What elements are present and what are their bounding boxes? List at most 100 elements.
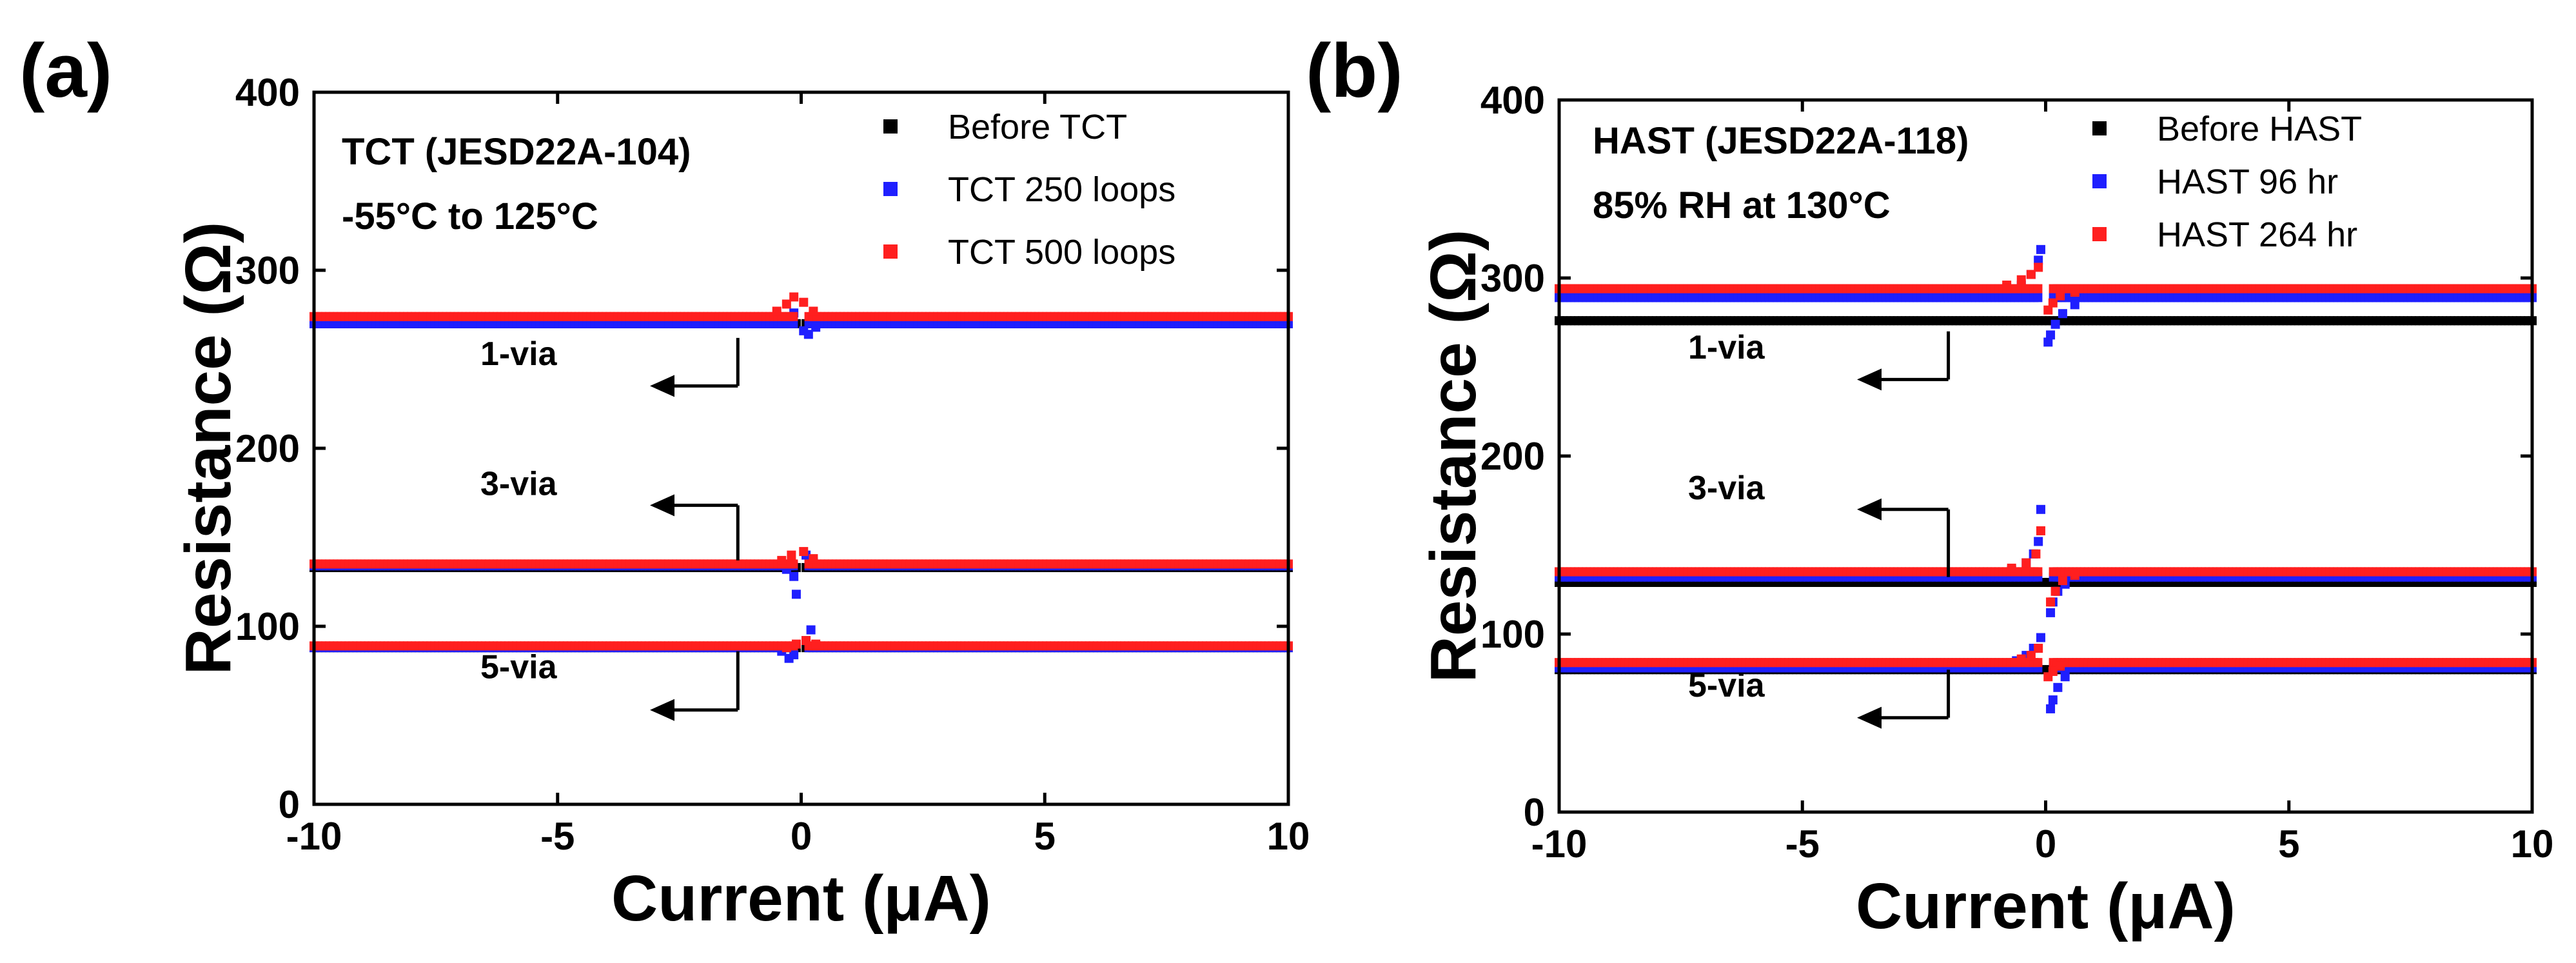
data-point bbox=[2026, 270, 2036, 279]
x-tick-label: -10 bbox=[286, 815, 342, 858]
via-arrow bbox=[1857, 498, 1951, 577]
data-point bbox=[787, 550, 796, 560]
data-point bbox=[2070, 300, 2079, 310]
data-point bbox=[777, 555, 787, 565]
data-point bbox=[806, 625, 816, 635]
data-point bbox=[799, 297, 809, 307]
x-tick-label: 5 bbox=[1034, 815, 1056, 858]
via-label: 5-via bbox=[1688, 667, 1765, 704]
data-point bbox=[789, 319, 798, 328]
data-point bbox=[811, 639, 821, 649]
via-label: 1-via bbox=[480, 335, 558, 373]
data-point bbox=[2050, 586, 2060, 596]
y-tick-label: 300 bbox=[1480, 257, 1545, 300]
x-tick-label: 10 bbox=[1267, 815, 1310, 858]
legend-marker bbox=[883, 182, 898, 196]
via-label: 3-via bbox=[480, 465, 558, 502]
data-point bbox=[2046, 704, 2056, 713]
data-point bbox=[2043, 305, 2053, 315]
data-point bbox=[2034, 644, 2043, 653]
data-point bbox=[789, 559, 798, 569]
data-point bbox=[2034, 537, 2043, 546]
data-point bbox=[2016, 275, 2026, 284]
data-point bbox=[791, 590, 801, 599]
y-tick-label: 200 bbox=[235, 427, 300, 470]
data-point bbox=[2036, 504, 2045, 514]
data-point bbox=[2070, 288, 2079, 297]
data-point bbox=[801, 636, 811, 646]
data-point bbox=[791, 639, 801, 649]
y-tick-label: 400 bbox=[1480, 79, 1545, 122]
data-point bbox=[789, 312, 798, 321]
data-point bbox=[2046, 330, 2056, 340]
arrow-head bbox=[650, 375, 674, 397]
series-2-points bbox=[310, 292, 1293, 653]
data-point bbox=[789, 292, 799, 302]
data-point bbox=[2036, 244, 2045, 254]
data-point bbox=[809, 306, 818, 316]
y-tick-label: 100 bbox=[1480, 613, 1545, 656]
data-point bbox=[803, 330, 813, 339]
via-label: 3-via bbox=[1688, 470, 1765, 507]
legend-marker bbox=[2092, 174, 2107, 188]
y-tick-label: 300 bbox=[235, 249, 300, 292]
data-point bbox=[2002, 281, 2012, 290]
data-point bbox=[2033, 658, 2043, 668]
data-point bbox=[2048, 298, 2058, 308]
arrow-head bbox=[1857, 498, 1882, 521]
data-point bbox=[2053, 682, 2063, 692]
data-point bbox=[2033, 284, 2043, 293]
legend-entry: Before HAST bbox=[2157, 110, 2362, 148]
y-tick-label: 0 bbox=[1524, 791, 1545, 834]
data-point bbox=[2026, 651, 2036, 660]
x-axis-title: Current (μA) bbox=[1856, 870, 2236, 942]
data-point bbox=[2033, 567, 2043, 577]
via-arrow bbox=[1857, 670, 1951, 729]
x-tick-label: 0 bbox=[2035, 822, 2056, 866]
data-point bbox=[2033, 293, 2043, 303]
x-tick-label: 0 bbox=[791, 815, 812, 858]
panel-label: (b) bbox=[1306, 28, 1403, 114]
data-point bbox=[2034, 263, 2043, 272]
data-point bbox=[772, 306, 782, 316]
condition-text: 85% RH at 130°C bbox=[1593, 184, 1891, 226]
y-axis-title: Resistance (Ω) bbox=[1417, 230, 1490, 683]
data-point bbox=[789, 650, 799, 660]
data-point bbox=[2043, 337, 2053, 347]
x-tick-label: -5 bbox=[540, 815, 575, 858]
data-point bbox=[2048, 695, 2058, 705]
data-point bbox=[799, 547, 809, 557]
data-point bbox=[2031, 549, 2041, 559]
data-point bbox=[2048, 666, 2058, 676]
legend-entry: HAST 264 hr bbox=[2157, 215, 2357, 254]
legend-entry: TCT 250 loops bbox=[948, 170, 1175, 209]
via-arrow bbox=[650, 651, 740, 721]
x-tick-label: -10 bbox=[1531, 822, 1588, 866]
legend-marker bbox=[2092, 121, 2107, 135]
data-point bbox=[2016, 654, 2026, 664]
via-arrow bbox=[1857, 331, 1951, 391]
series-0-points bbox=[310, 319, 1293, 653]
arrow-head bbox=[650, 699, 674, 721]
data-point bbox=[811, 323, 821, 332]
x-tick-label: 5 bbox=[2278, 822, 2299, 866]
x-tick-label: 10 bbox=[2511, 822, 2554, 866]
x-axis-title: Current (μA) bbox=[611, 862, 991, 935]
data-point bbox=[2036, 633, 2045, 642]
panel-label: (a) bbox=[19, 28, 112, 114]
data-point bbox=[2056, 291, 2065, 301]
x-tick-label: -5 bbox=[1785, 822, 1820, 866]
series-1-points bbox=[310, 308, 1293, 663]
arrow-head bbox=[1857, 706, 1882, 729]
data-points bbox=[1555, 244, 2537, 713]
data-point bbox=[782, 643, 791, 653]
legend-marker bbox=[2092, 227, 2107, 241]
legend-entry: Before TCT bbox=[948, 108, 1127, 146]
data-point bbox=[809, 554, 818, 564]
data-point bbox=[2060, 672, 2070, 682]
legend-entry: TCT 500 loops bbox=[948, 233, 1175, 272]
arrow-head bbox=[1857, 368, 1882, 391]
